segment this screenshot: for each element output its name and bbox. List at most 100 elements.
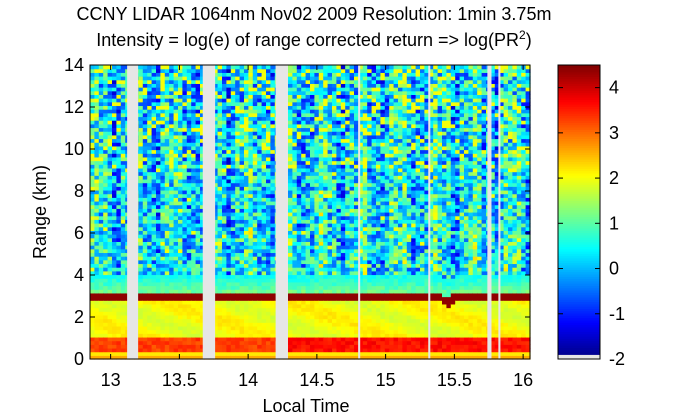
heatmap-cell [112,90,117,95]
heatmap-cell [266,109,271,114]
heatmap-cell [213,171,219,176]
heatmap-cell [327,145,333,151]
heatmap-cell [142,208,148,213]
heatmap-cell [200,248,205,254]
heatmap-cell [270,164,276,169]
heatmap-cell [120,156,126,162]
heatmap-cell [248,241,254,246]
heatmap-cell [296,212,302,217]
heatmap-cell [323,112,329,118]
heatmap-cell [349,120,355,125]
heatmap-cell [112,65,117,70]
heatmap-cell [296,285,302,290]
heatmap-cell [98,164,104,169]
heatmap-cell [332,101,337,107]
heatmap-cell [349,65,355,70]
heatmap-cell [195,72,201,77]
heatmap-cell [354,234,359,239]
heatmap-cell [226,259,232,265]
heatmap-cell [340,142,346,147]
heatmap-cell [239,333,245,338]
heatmap-cell [173,292,179,298]
heatmap-cell [235,237,241,242]
heatmap-cell [235,68,241,73]
heatmap-cell [340,65,346,70]
heatmap-cell [248,123,254,129]
heatmap-cell [288,226,293,231]
heatmap-cell [292,278,298,283]
heatmap-cell [217,215,223,220]
heatmap-cell [261,68,267,73]
heatmap-cell [195,182,201,187]
heatmap-cell [288,344,293,349]
heatmap-cell [288,256,293,261]
heatmap-cell [164,120,170,125]
heatmap-cell [336,333,342,338]
heatmap-cell [336,76,342,81]
heatmap-cell [345,245,351,250]
heatmap-cell [160,292,166,298]
heatmap-cell [252,68,258,73]
heatmap-cell [292,138,298,143]
heatmap-cell [226,76,232,81]
heatmap-cell [248,285,254,290]
heatmap-cell [340,248,346,254]
heatmap-cell [239,281,245,287]
heatmap-cell [349,112,355,118]
heatmap-cell [235,153,241,158]
heatmap-cell [323,267,329,272]
heatmap-cell [301,226,307,231]
heatmap-cell [340,72,346,77]
heatmap-cell [301,90,307,95]
heatmap-cell [191,212,197,217]
heatmap-cell [354,259,359,265]
heatmap-cell [244,267,249,272]
heatmap-cell [257,223,263,228]
heatmap-cell [173,200,179,206]
heatmap-cell [156,333,161,338]
heatmap-cell [156,101,161,107]
heatmap-cell [266,156,271,162]
heatmap-cell [178,204,183,209]
heatmap-cell [217,219,223,224]
heatmap-cell [244,336,249,342]
heatmap-cell [239,230,245,235]
heatmap-cell [261,281,267,287]
heatmap-cell [305,307,311,312]
heatmap-cell [349,160,355,165]
heatmap-cell [182,347,188,353]
heatmap-cell [217,329,223,334]
heatmap-cell [98,156,104,162]
heatmap-cell [142,230,148,235]
heatmap-cell [358,256,364,261]
heatmap-cell [217,333,223,338]
heatmap-cell [349,171,355,176]
heatmap-cell [169,90,175,95]
heatmap-cell [151,87,157,92]
heatmap-cell [230,285,236,290]
heatmap-cell [182,267,188,272]
heatmap-cell [222,351,227,356]
heatmap-cell [230,175,236,180]
heatmap-cell [217,267,223,272]
heatmap-cell [112,285,117,290]
heatmap-cell [98,131,104,136]
heatmap-cell [200,274,205,279]
heatmap-cell [340,278,346,283]
heatmap-cell [235,241,241,246]
heatmap-cell [305,296,311,301]
heatmap-cell [354,355,359,360]
heatmap-cell [164,329,170,334]
heatmap-cell [103,160,109,165]
heatmap-cell [191,189,197,195]
heatmap-cell [301,98,307,103]
heatmap-cell [305,72,311,77]
heatmap-cell [200,189,205,195]
heatmap-cell [200,193,205,198]
heatmap-cell [301,322,307,327]
heatmap-cell [310,112,315,118]
heatmap-cell [90,167,95,173]
heatmap-cell [239,134,245,140]
heatmap-cell [151,300,157,305]
heatmap-cell [248,314,254,320]
